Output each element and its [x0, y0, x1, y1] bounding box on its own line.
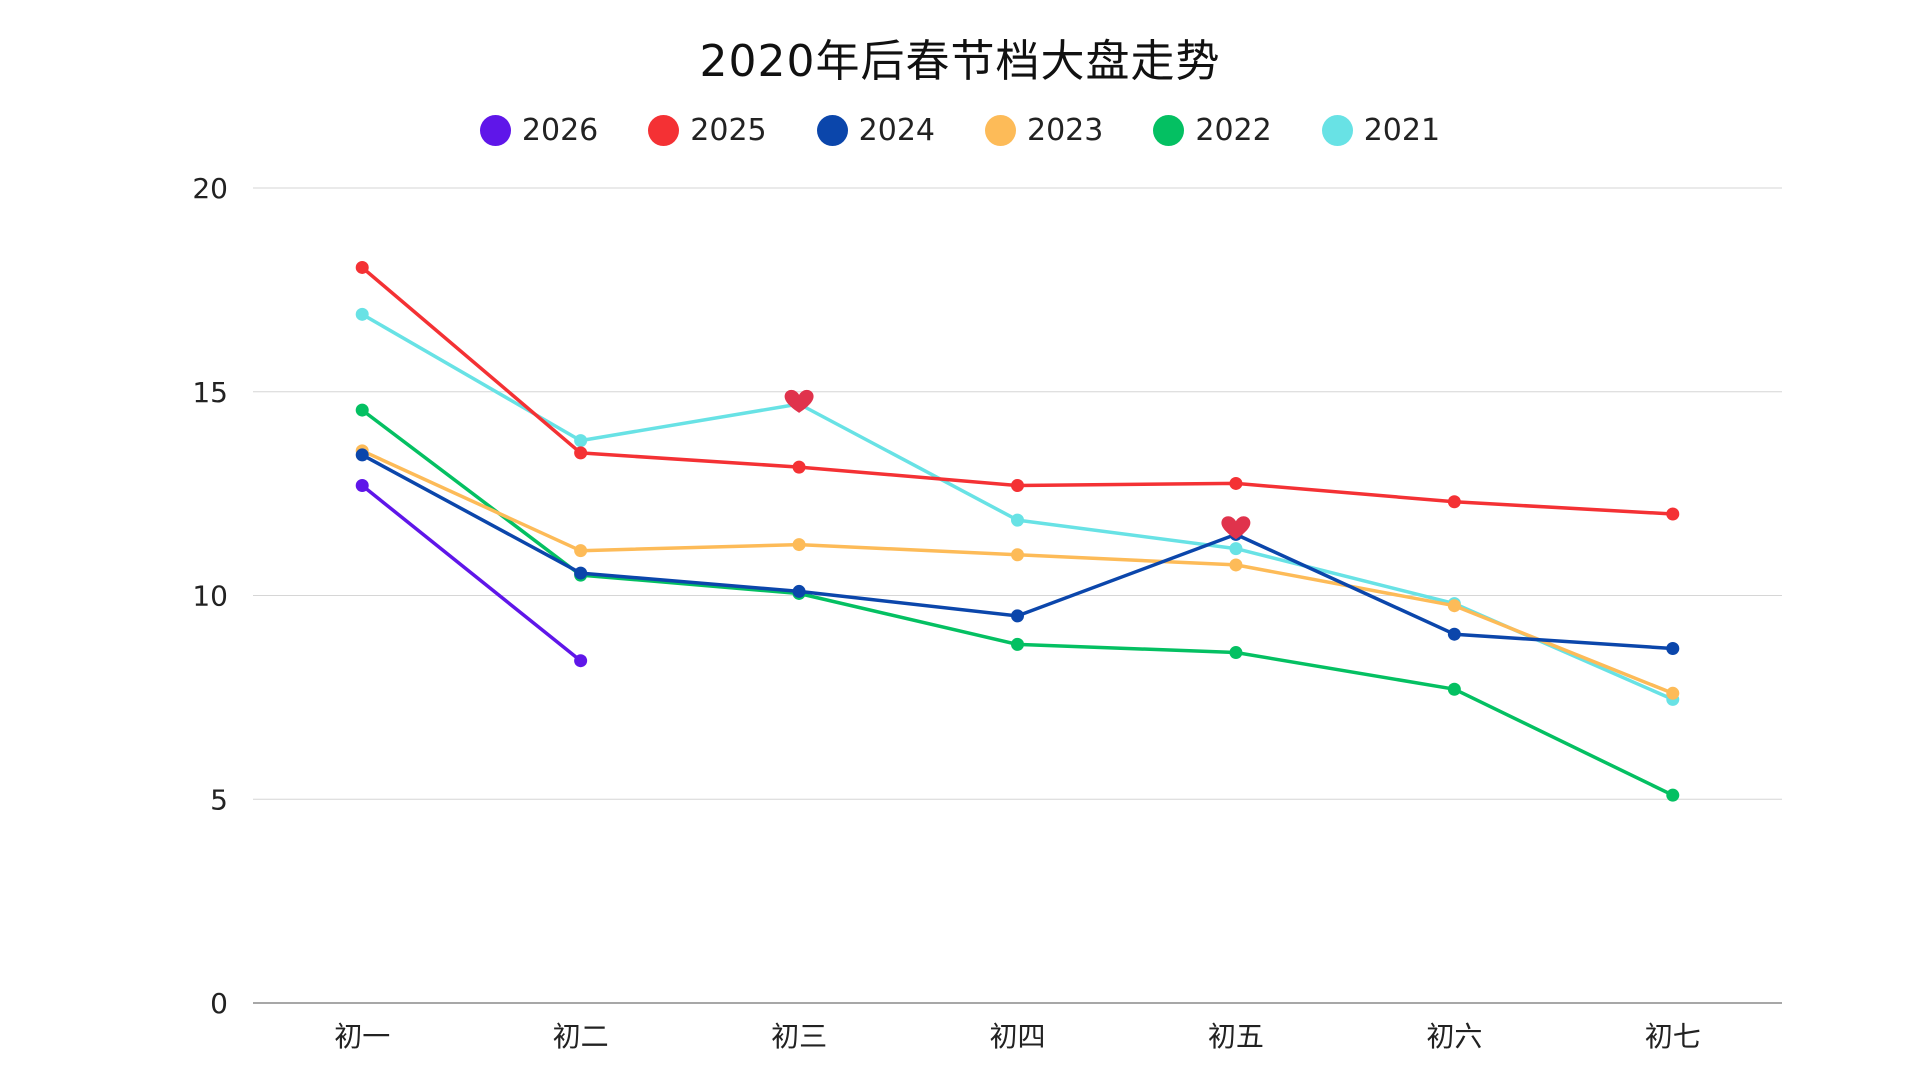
- legend-label: 2022: [1195, 112, 1272, 148]
- legend-item-2023[interactable]: 2023: [985, 113, 1103, 148]
- data-point-2025: [792, 460, 806, 474]
- data-point-2021: [1011, 513, 1024, 527]
- data-point-2025: [1447, 495, 1461, 509]
- legend-item-2022[interactable]: 2022: [1153, 112, 1272, 148]
- data-point-2025: [355, 260, 369, 274]
- data-point-2024: [574, 566, 588, 580]
- legend-label: 2023: [1027, 112, 1104, 148]
- data-point-2022: [1011, 637, 1024, 651]
- data-point-2022: [1229, 646, 1243, 660]
- y-tick-label: 0: [210, 987, 228, 1020]
- heart-icon: [784, 389, 814, 413]
- data-point-2024: [1447, 627, 1461, 641]
- data-point-2025: [574, 446, 588, 460]
- data-point-2026: [355, 478, 369, 492]
- y-tick-label: 5: [210, 783, 228, 816]
- data-point-2022: [1666, 788, 1680, 802]
- data-point-2023: [1666, 686, 1680, 700]
- x-tick-label: 初四: [989, 1020, 1045, 1053]
- data-point-2021: [574, 434, 588, 448]
- data-point-2021: [1229, 542, 1243, 556]
- legend-label: 2021: [1363, 112, 1441, 148]
- data-point-2025: [1011, 478, 1024, 492]
- legend-item-2024[interactable]: 2024: [816, 112, 935, 148]
- x-tick-label: 初五: [1208, 1020, 1264, 1053]
- data-point-2024: [792, 584, 806, 598]
- series-line-2026: [360, 483, 583, 663]
- data-point-2024: [1011, 609, 1024, 623]
- heart-icon: [1221, 516, 1251, 540]
- series-line-2022: [360, 408, 1675, 797]
- x-tick-label: 初三: [771, 1020, 827, 1053]
- chart-title: 2020年后春节档大盘走势: [699, 36, 1221, 87]
- legend-item-2021[interactable]: 2021: [1321, 112, 1441, 148]
- x-tick-label: 初六: [1426, 1020, 1482, 1053]
- y-tick-label: 15: [192, 376, 228, 409]
- x-tick-label: 初一: [334, 1020, 390, 1053]
- legend-swatch: [985, 114, 1016, 146]
- legend-swatch: [1153, 114, 1185, 146]
- data-point-2021: [355, 307, 369, 321]
- data-point-2023: [792, 538, 806, 552]
- y-tick-label: 20: [192, 172, 228, 205]
- legend-label: 2025: [690, 112, 767, 148]
- legend-item-2026[interactable]: 2026: [479, 112, 599, 148]
- y-tick-label: 10: [192, 580, 228, 613]
- data-point-2022: [355, 403, 369, 417]
- data-point-2025: [1229, 476, 1243, 490]
- data-point-2022: [1447, 682, 1461, 696]
- legend-swatch: [479, 114, 511, 146]
- data-point-2024: [355, 448, 369, 462]
- data-point-2023: [1447, 599, 1461, 613]
- x-tick-label: 初七: [1645, 1020, 1701, 1053]
- data-point-2024: [1666, 641, 1680, 655]
- data-point-2025: [1666, 507, 1680, 521]
- data-point-2023: [574, 544, 588, 558]
- legend-swatch: [1321, 114, 1353, 146]
- legend: 2026 2025 2024 2023 2022 2021: [0, 110, 1920, 150]
- data-point-2023: [1229, 558, 1243, 572]
- legend-swatch: [816, 114, 848, 146]
- x-tick-label: 初二: [553, 1020, 609, 1053]
- legend-label: 2026: [521, 112, 599, 148]
- legend-item-2025[interactable]: 2025: [648, 112, 767, 148]
- data-point-2023: [1011, 548, 1024, 562]
- legend-swatch: [648, 114, 680, 146]
- legend-label: 2024: [858, 112, 935, 148]
- series-line-2025: [360, 265, 1675, 516]
- data-point-2026: [574, 654, 588, 668]
